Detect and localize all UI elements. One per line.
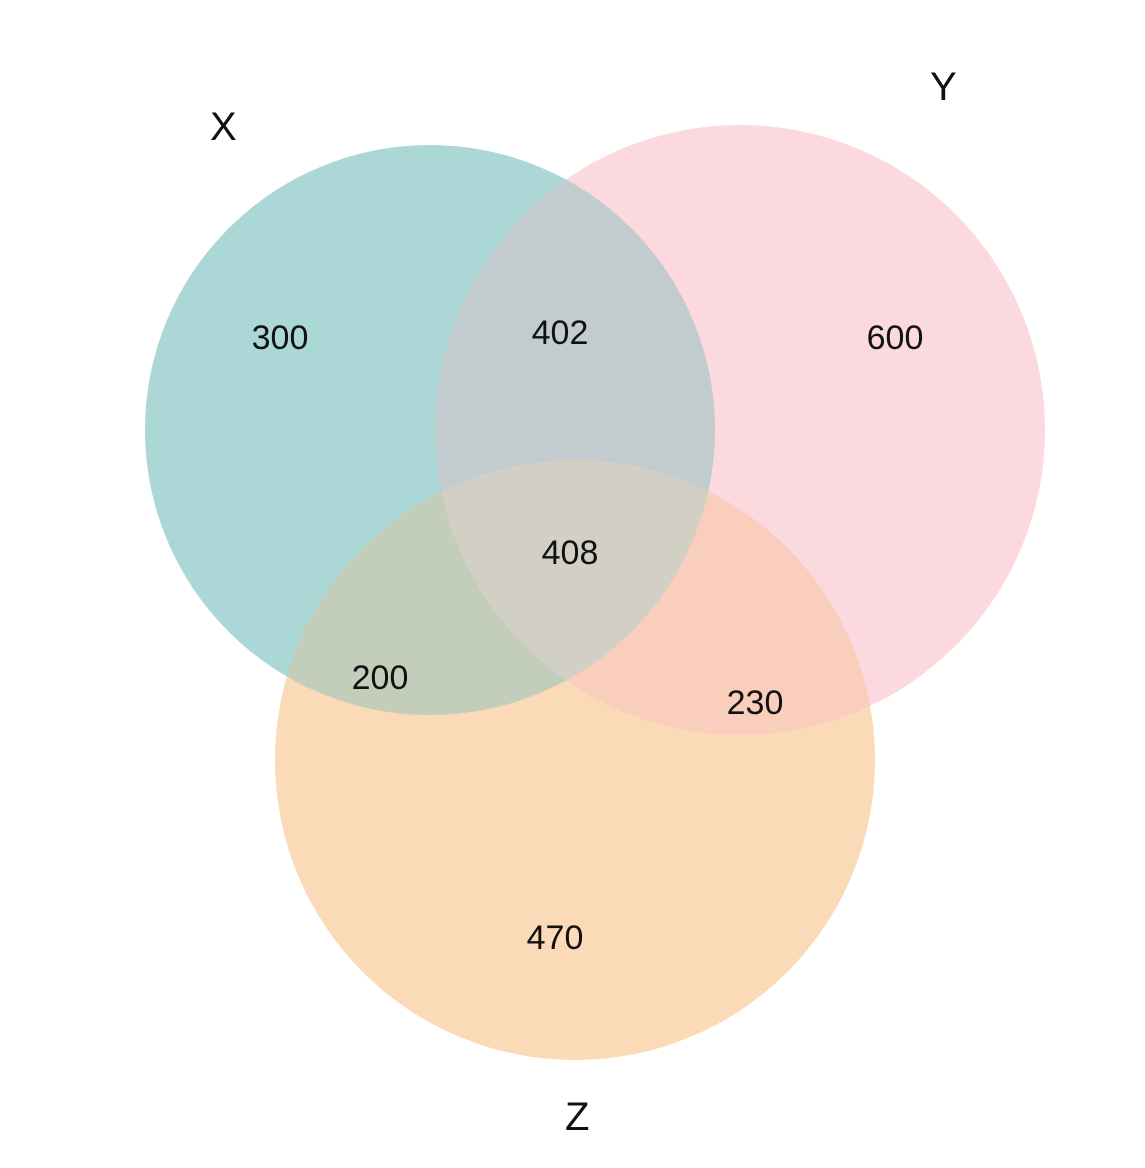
label-z: Z [565,1095,589,1139]
label-y: Y [930,65,957,109]
value-xy: 402 [532,314,589,352]
value-x-only: 300 [252,319,309,357]
value-yz: 230 [727,684,784,722]
label-x: X [210,105,237,149]
value-xyz: 408 [542,534,599,572]
value-z-only: 470 [527,919,584,957]
value-xz: 200 [352,659,409,697]
value-y-only: 600 [867,319,924,357]
venn-circles [145,125,1045,1060]
venn-diagram: X Y Z 300 600 470 402 200 230 408 [0,0,1145,1168]
